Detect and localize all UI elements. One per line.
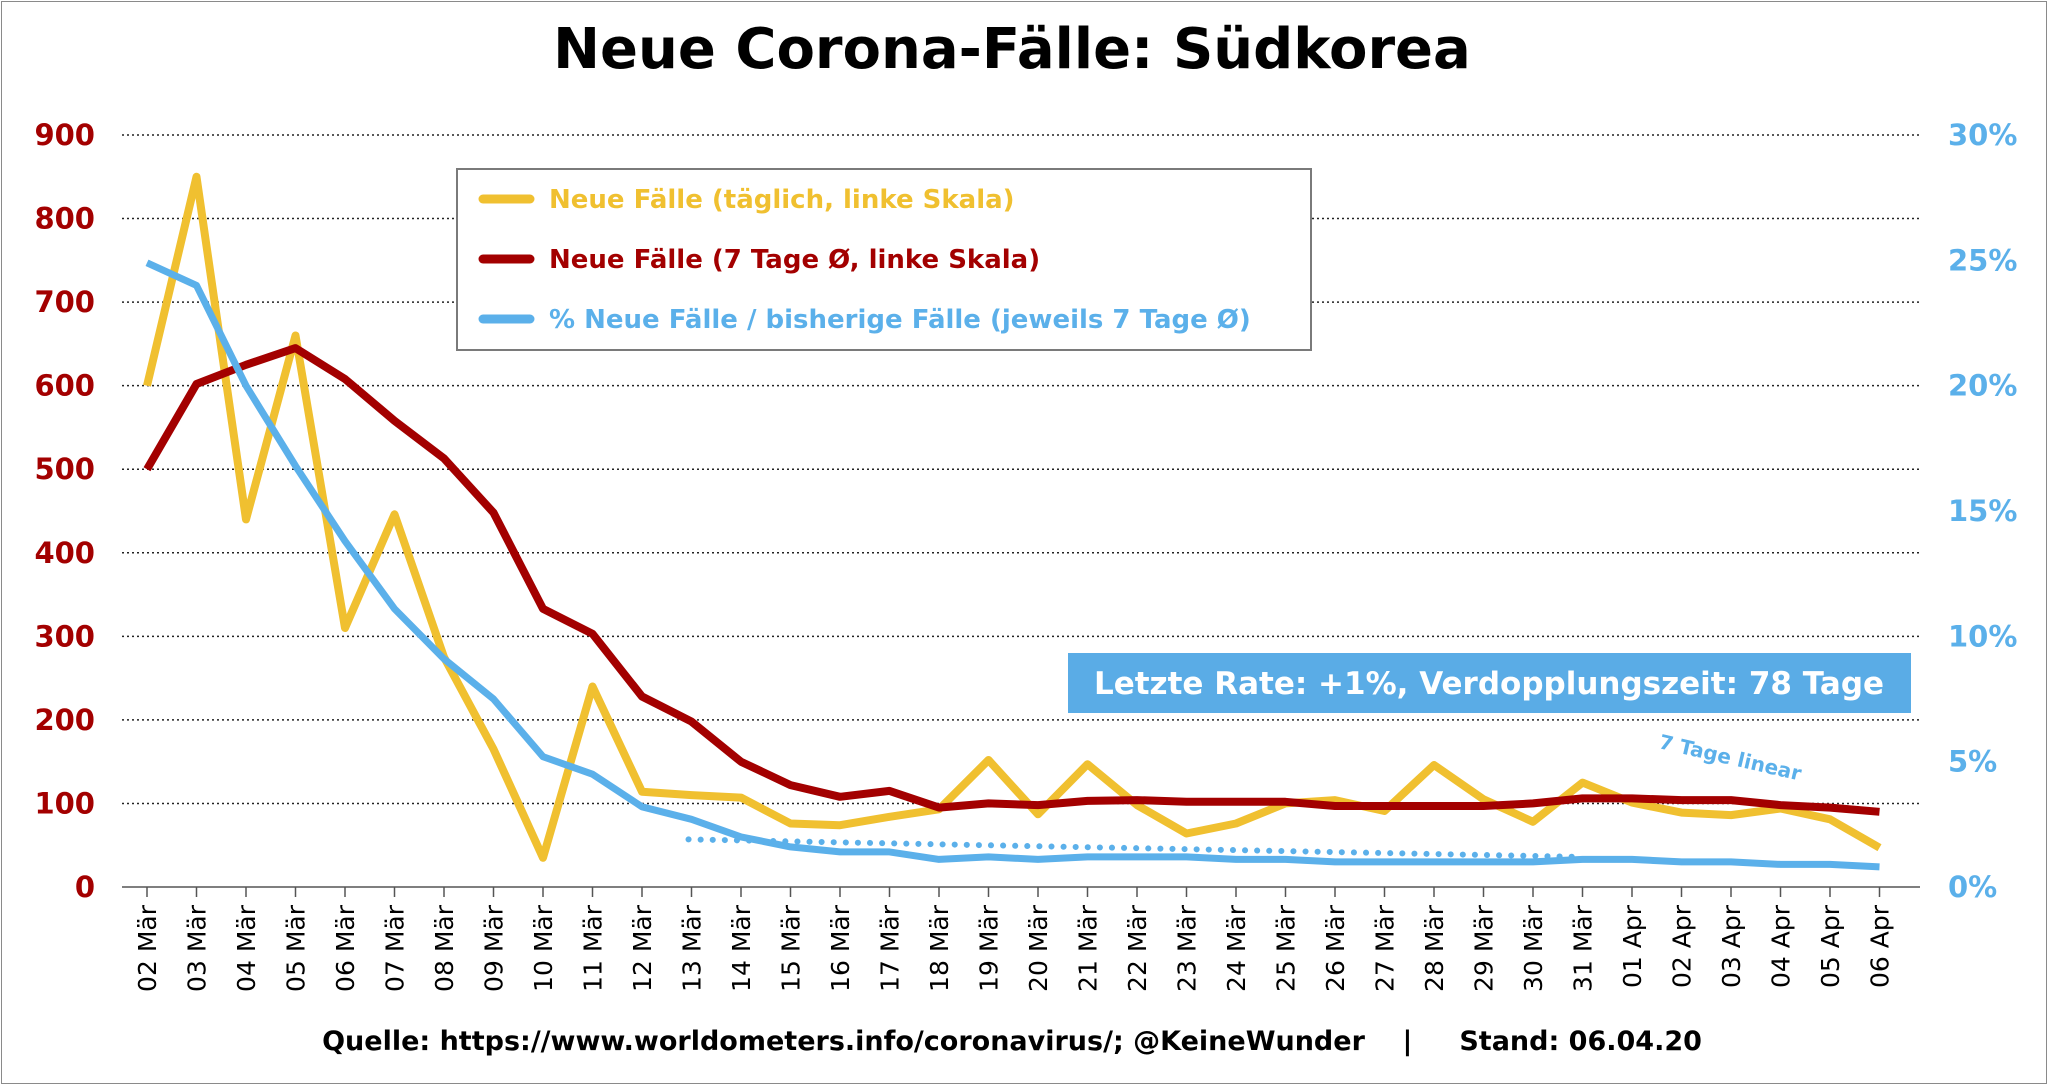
x-tick-label: 15 Mär bbox=[777, 904, 806, 992]
x-tick-label: 10 Mär bbox=[529, 904, 558, 992]
left-tick-label: 0 bbox=[75, 870, 95, 904]
left-tick-label: 100 bbox=[34, 786, 95, 820]
right-tick-label: 25% bbox=[1948, 243, 2017, 277]
x-tick-label: 01 Apr bbox=[1618, 904, 1647, 988]
x-axis-ticks: 02 Mär 03 Mär 04 Mär 05 Mär 06 Mär 07 Mär 08 M… bbox=[133, 887, 1895, 992]
x-tick-label: 19 Mär bbox=[975, 904, 1004, 992]
gridlines bbox=[122, 134, 1920, 888]
right-axis-ticks: 0% 5% 10% 15% 20% 25% 30% bbox=[1948, 118, 2017, 904]
left-tick-label: 600 bbox=[34, 369, 95, 403]
series-line-2 bbox=[145, 259, 1880, 871]
legend-label-7day: Neue Fälle (7 Tage Ø, linke Skala) bbox=[549, 245, 1040, 275]
series-line-0 bbox=[143, 172, 1882, 862]
legend-label-pct: % Neue Fälle / bisherige Fälle (jeweils … bbox=[549, 305, 1251, 335]
x-tick-label: 05 Mär bbox=[282, 904, 311, 992]
x-tick-label: 06 Apr bbox=[1866, 904, 1895, 988]
x-tick-label: 16 Mär bbox=[826, 904, 855, 992]
legend: Neue Fälle (täglich, linke Skala) Neue F… bbox=[456, 168, 1312, 351]
x-tick-label: 17 Mär bbox=[876, 904, 905, 992]
trend-line bbox=[685, 836, 1586, 860]
series-line-1 bbox=[143, 344, 1880, 816]
trend-label: 7 Tage linear bbox=[1657, 729, 1804, 785]
left-tick-label: 700 bbox=[34, 285, 95, 319]
x-tick-label: 13 Mär bbox=[678, 904, 707, 992]
x-tick-label: 20 Mär bbox=[1024, 904, 1053, 992]
left-tick-label: 800 bbox=[34, 202, 95, 236]
x-tick-label: 21 Mär bbox=[1074, 904, 1103, 992]
series-lines bbox=[143, 172, 1882, 871]
right-tick-label: 20% bbox=[1948, 369, 2017, 403]
x-tick-label: 05 Apr bbox=[1816, 904, 1845, 988]
x-tick-label: 22 Mär bbox=[1123, 904, 1152, 992]
right-tick-label: 15% bbox=[1948, 494, 2017, 528]
left-tick-label: 900 bbox=[34, 118, 95, 152]
rate-annotation-box bbox=[1068, 653, 1911, 713]
x-tick-label: 06 Mär bbox=[331, 904, 360, 992]
x-tick-label: 03 Mär bbox=[183, 904, 212, 992]
x-tick-label: 24 Mär bbox=[1222, 904, 1251, 992]
left-axis-ticks: 0 100 200 300 400 500 600 700 800 900 bbox=[34, 118, 95, 904]
x-tick-label: 08 Mär bbox=[430, 904, 459, 992]
x-tick-label: 09 Mär bbox=[480, 904, 509, 992]
x-tick-label: 07 Mär bbox=[381, 904, 410, 992]
x-tick-label: 12 Mär bbox=[628, 904, 657, 992]
x-tick-label: 31 Mär bbox=[1569, 904, 1598, 992]
left-tick-label: 400 bbox=[34, 536, 95, 570]
x-tick-label: 28 Mär bbox=[1420, 904, 1449, 992]
x-tick-label: 18 Mär bbox=[925, 904, 954, 992]
legend-label-daily: Neue Fälle (täglich, linke Skala) bbox=[549, 185, 1015, 215]
x-tick-label: 04 Apr bbox=[1767, 904, 1796, 988]
right-tick-label: 10% bbox=[1948, 619, 2017, 653]
x-tick-label: 26 Mär bbox=[1321, 904, 1350, 992]
source-footer: Quelle: https://www.worldometers.info/co… bbox=[322, 1026, 1702, 1057]
left-tick-label: 200 bbox=[34, 703, 95, 737]
chart-title: Neue Corona-Fälle: Südkorea bbox=[553, 17, 1471, 82]
right-tick-label: 5% bbox=[1948, 745, 1997, 779]
right-tick-label: 0% bbox=[1948, 870, 1997, 904]
x-tick-label: 02 Apr bbox=[1668, 904, 1697, 988]
x-tick-label: 25 Mär bbox=[1272, 904, 1301, 992]
x-tick-label: 29 Mär bbox=[1470, 904, 1499, 992]
x-tick-label: 04 Mär bbox=[232, 904, 261, 992]
x-tick-label: 02 Mär bbox=[133, 904, 162, 992]
x-tick-label: 11 Mär bbox=[579, 904, 608, 992]
rate-annotation-text: Letzte Rate: +1%, Verdopplungszeit: 78 T… bbox=[1094, 666, 1884, 702]
right-tick-label: 30% bbox=[1948, 118, 2017, 152]
left-tick-label: 500 bbox=[34, 452, 95, 486]
x-tick-label: 03 Apr bbox=[1717, 904, 1746, 988]
x-tick-label: 30 Mär bbox=[1519, 904, 1548, 992]
x-tick-label: 27 Mär bbox=[1371, 904, 1400, 992]
left-tick-label: 300 bbox=[34, 619, 95, 653]
x-tick-label: 23 Mär bbox=[1173, 904, 1202, 992]
legend-box bbox=[456, 168, 1312, 351]
x-tick-label: 14 Mär bbox=[727, 904, 756, 992]
